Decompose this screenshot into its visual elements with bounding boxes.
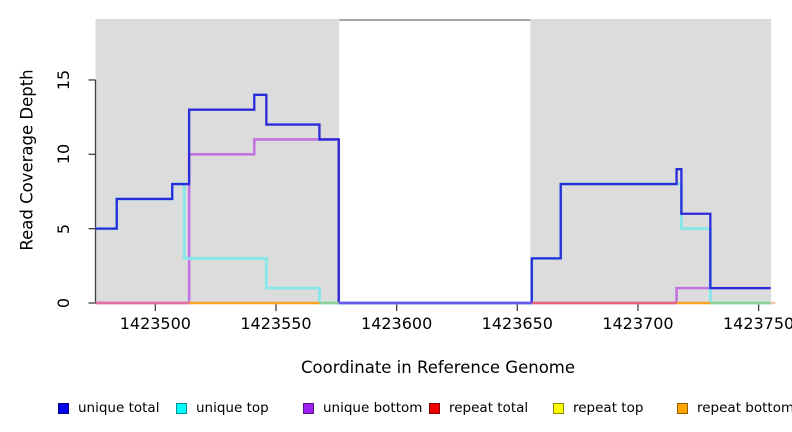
- legend-item-repeat-total: repeat total: [429, 398, 528, 418]
- legend-swatch-icon: [429, 402, 440, 414]
- legend-swatch-icon: [553, 402, 564, 414]
- legend-label: repeat bottom: [697, 400, 792, 416]
- legend-item-unique-bottom: unique bottom: [303, 398, 422, 418]
- legend-item-repeat-bottom: repeat bottom: [677, 398, 792, 418]
- legend-item-unique-top: unique top: [176, 398, 269, 418]
- y-axis-title: Read Coverage Depth: [17, 69, 37, 251]
- y-tick-label: 15: [54, 69, 73, 91]
- x-tick-label: 1423700: [602, 314, 674, 333]
- x-tick-label: 1423600: [361, 314, 433, 333]
- y-tick-label: 10: [54, 144, 73, 165]
- x-tick-label: 1423650: [481, 314, 553, 333]
- legend-swatch-icon: [677, 402, 688, 414]
- legend: unique total unique top unique bottom repea…: [0, 398, 792, 420]
- x-tick-label: 1423550: [240, 314, 312, 333]
- x-tick-label: 1423750: [722, 314, 792, 333]
- series-line-unique-bottom: [95, 138, 771, 305]
- legend-label: repeat top: [573, 400, 644, 416]
- covered-region-left-rect: [95, 19, 340, 303]
- legend-label: unique bottom: [323, 400, 423, 416]
- series-line-unique-total: [95, 93, 771, 305]
- legend-swatch-icon: [176, 402, 187, 414]
- legend-swatch-icon: [303, 402, 314, 414]
- legend-swatch-icon: [58, 402, 69, 414]
- legend-label: unique top: [196, 400, 269, 416]
- legend-item-repeat-top: repeat top: [553, 398, 643, 418]
- x-tick-label: 1423500: [119, 314, 191, 333]
- legend-item-unique-total: unique total: [58, 398, 159, 418]
- uncovered-gap-rect: [339, 19, 531, 303]
- x-axis-title: Coordinate in Reference Genome: [300, 358, 576, 377]
- y-tick-label: 0: [54, 297, 73, 309]
- covered-region-right-rect: [530, 19, 772, 303]
- legend-label: repeat total: [449, 400, 529, 416]
- legend-label: unique total: [78, 400, 160, 416]
- y-tick-label: 5: [54, 223, 73, 234]
